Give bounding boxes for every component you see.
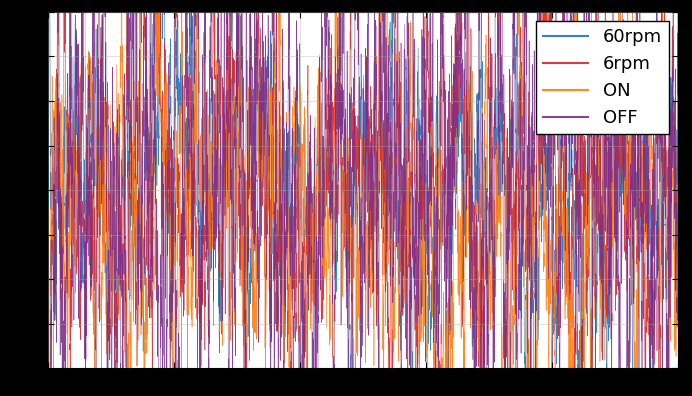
ON <box>422 275 430 280</box>
6rpm <box>422 86 430 91</box>
ON <box>285 299 293 304</box>
6rpm <box>514 165 522 169</box>
ON <box>674 145 682 150</box>
Line: ON: ON <box>48 0 678 396</box>
Line: 6rpm: 6rpm <box>48 0 678 396</box>
60rpm <box>422 177 430 182</box>
ON <box>514 33 522 38</box>
60rpm <box>562 149 570 154</box>
6rpm <box>285 243 293 248</box>
OFF <box>158 324 167 328</box>
ON <box>454 292 462 297</box>
OFF <box>562 190 570 194</box>
ON <box>562 247 570 252</box>
6rpm <box>562 291 570 295</box>
OFF <box>514 264 522 269</box>
60rpm <box>674 96 682 101</box>
60rpm <box>514 178 522 183</box>
ON <box>158 112 167 116</box>
OFF <box>285 47 293 51</box>
60rpm <box>285 124 293 128</box>
Line: 60rpm: 60rpm <box>48 0 678 396</box>
OFF <box>422 233 430 238</box>
6rpm <box>158 167 167 172</box>
Legend: 60rpm, 6rpm, ON, OFF: 60rpm, 6rpm, ON, OFF <box>536 21 669 134</box>
6rpm <box>454 38 462 43</box>
6rpm <box>674 200 682 205</box>
Line: OFF: OFF <box>48 0 678 396</box>
60rpm <box>454 137 462 142</box>
